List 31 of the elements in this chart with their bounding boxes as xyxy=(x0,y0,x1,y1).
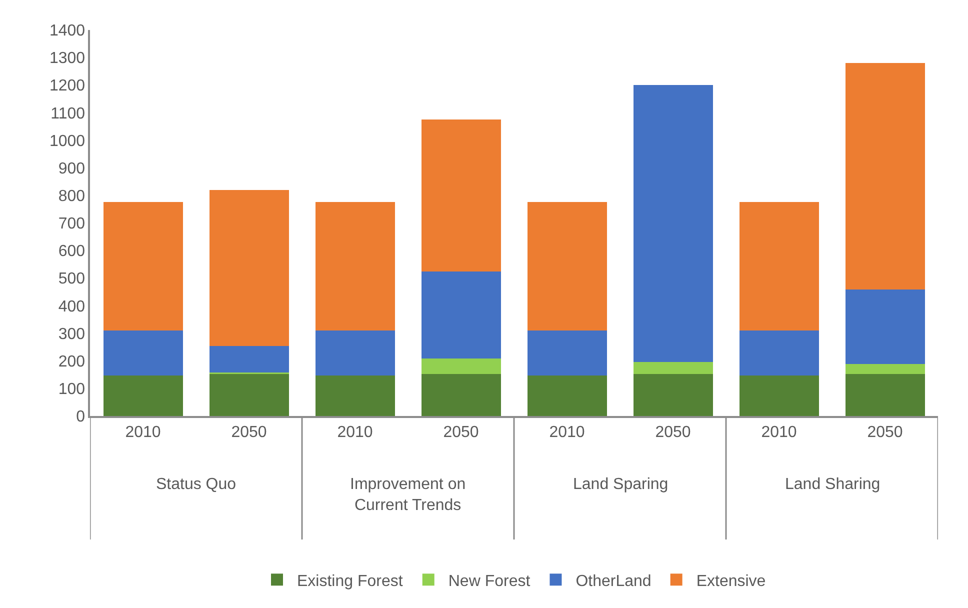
y-tick-label: 600 xyxy=(58,243,86,260)
x-tick-label: 2050 xyxy=(655,424,691,441)
x-tick-label: 2010 xyxy=(761,424,797,441)
y-tick-label: 200 xyxy=(58,353,86,370)
y-tick-label: 400 xyxy=(58,298,86,316)
text: Land Sharing xyxy=(785,476,880,493)
y-tick-label: 1200 xyxy=(49,78,86,95)
x-tick-label: 2010 xyxy=(337,424,373,441)
y-tick-label: 300 xyxy=(58,326,86,343)
x-tick-label: 2050 xyxy=(231,424,267,441)
x-tick-label: 2050 xyxy=(867,424,903,441)
y-tick-label: 100 xyxy=(58,381,86,398)
legend-label: OtherLand xyxy=(576,572,652,590)
y-tick-label: 1000 xyxy=(49,132,86,150)
y-tick-label: 0 xyxy=(76,408,86,426)
y-tick-label: 700 xyxy=(58,216,86,233)
text: Land Sparing xyxy=(573,476,668,493)
legend-label: New Forest xyxy=(448,572,531,590)
x-tick-label: 2010 xyxy=(125,424,161,441)
legend-label: Existing Forest xyxy=(297,572,404,590)
y-tick-label: 900 xyxy=(58,160,86,178)
legend-label: Extensive xyxy=(696,572,766,590)
x-tick-label: 2050 xyxy=(443,424,479,441)
y-tick-label: 800 xyxy=(58,188,86,206)
x-tick-label: 2010 xyxy=(549,424,585,441)
y-tick-label: 1400 xyxy=(49,22,86,40)
text: Status Quo xyxy=(156,476,236,493)
y-tick-label: 1100 xyxy=(50,105,86,122)
y-tick-label: 500 xyxy=(58,270,86,288)
y-tick-label: 1300 xyxy=(49,50,86,68)
text: Improvement on Current Trends xyxy=(350,476,466,514)
